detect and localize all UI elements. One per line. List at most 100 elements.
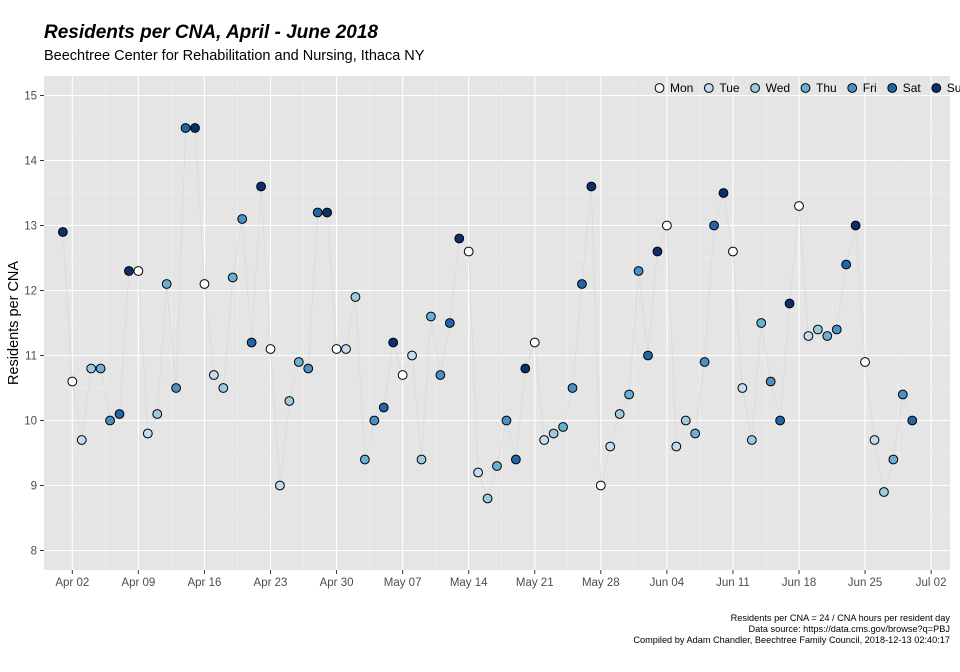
data-point	[218, 383, 229, 393]
legend-label: Wed	[766, 81, 790, 95]
data-point	[624, 389, 635, 400]
data-point	[350, 292, 361, 302]
data-point	[841, 259, 852, 270]
data-point	[850, 220, 861, 231]
data-point	[388, 337, 399, 348]
data-point	[199, 279, 210, 289]
x-axis: Apr 02 Apr 09 Apr 16 Apr 23 Apr 30 May 07 May …	[55, 570, 946, 589]
data-point	[822, 331, 833, 341]
data-point	[454, 233, 465, 244]
data-point	[690, 428, 701, 439]
data-point	[256, 181, 266, 192]
x-tick-label: Jun 11	[716, 577, 750, 589]
x-tick-label: Apr 02	[55, 577, 89, 589]
data-point	[888, 454, 899, 465]
y-tick-label: 11	[25, 351, 37, 363]
caption-credit: Compiled by Adam Chandler, Beechtree Fam…	[633, 635, 950, 645]
data-point	[643, 350, 653, 361]
data-point	[180, 123, 191, 133]
data-point	[142, 428, 153, 439]
data-point	[784, 298, 795, 309]
chart-title: Residents per CNA, April - June 2018	[44, 22, 379, 43]
data-point	[76, 435, 87, 445]
data-point	[473, 467, 484, 478]
data-point	[426, 311, 436, 322]
x-tick-label: Apr 09	[121, 577, 155, 589]
x-tick-label: Apr 30	[320, 577, 354, 589]
data-point	[831, 324, 842, 335]
data-point	[369, 415, 380, 426]
data-point	[237, 214, 248, 224]
x-tick-label: May 28	[582, 577, 620, 589]
x-tick-label: Apr 16	[187, 577, 221, 589]
data-point	[246, 337, 257, 348]
data-point	[227, 272, 238, 283]
data-point	[105, 415, 115, 426]
data-point	[680, 415, 691, 426]
data-point	[190, 123, 200, 133]
data-point	[161, 279, 172, 289]
data-point	[794, 201, 804, 211]
data-point	[133, 266, 144, 276]
data-point	[208, 370, 219, 380]
x-tick-label: May 21	[516, 577, 554, 589]
data-point	[879, 487, 889, 497]
data-point	[737, 383, 748, 393]
x-tick-label: Apr 23	[254, 577, 288, 589]
data-point	[586, 181, 597, 192]
data-point	[765, 376, 776, 387]
legend: Mon Tue Wed Thu Fri Sat Sun	[654, 81, 960, 95]
data-point	[378, 402, 389, 413]
data-point	[907, 415, 918, 426]
legend-label: Mon	[670, 81, 693, 95]
x-tick-label: May 07	[384, 577, 422, 589]
data-point	[435, 370, 446, 380]
y-tick-label: 8	[31, 546, 37, 558]
caption-formula: Residents per CNA = 24 / CNA hours per r…	[730, 613, 950, 623]
legend-label: Fri	[863, 81, 877, 95]
y-tick-label: 12	[24, 286, 37, 298]
data-point	[897, 389, 908, 400]
data-point	[671, 441, 682, 452]
x-tick-label: Jun 04	[650, 577, 685, 589]
legend-label: Sun	[947, 81, 960, 95]
y-tick-label: 14	[24, 156, 37, 168]
data-point	[652, 246, 663, 257]
x-tick-label: Jun 25	[848, 577, 883, 589]
data-point	[728, 246, 738, 257]
data-point	[548, 428, 559, 439]
data-point	[709, 220, 719, 231]
data-point	[812, 324, 823, 335]
data-point	[492, 461, 502, 471]
caption: Residents per CNA = 24 / CNA hours per r…	[633, 613, 950, 646]
data-point	[746, 435, 757, 445]
data-point	[359, 454, 370, 465]
data-point	[444, 318, 455, 328]
data-point	[510, 454, 521, 465]
y-axis-title: Residents per CNA	[6, 261, 22, 385]
data-point	[463, 246, 474, 257]
data-point	[407, 350, 417, 361]
chart-subtitle: Beechtree Center for Rehabilitation and …	[44, 48, 425, 64]
legend-label: Sat	[903, 81, 922, 95]
data-point	[293, 357, 304, 367]
x-tick-label: May 14	[450, 577, 488, 589]
data-point	[756, 318, 767, 328]
data-point	[152, 409, 163, 419]
data-point	[331, 344, 342, 354]
data-point	[699, 357, 710, 367]
data-point	[416, 454, 427, 465]
data-point	[633, 266, 644, 276]
data-point	[860, 357, 870, 367]
legend-label: Thu	[816, 81, 837, 95]
legend-key	[654, 83, 665, 93]
data-point	[595, 480, 606, 491]
data-point	[605, 441, 616, 452]
minor-gridlines	[44, 76, 950, 570]
legend-label: Tue	[719, 81, 740, 95]
data-point	[869, 435, 880, 445]
data-point	[803, 331, 814, 341]
data-point	[661, 220, 672, 231]
data-point	[303, 363, 314, 374]
